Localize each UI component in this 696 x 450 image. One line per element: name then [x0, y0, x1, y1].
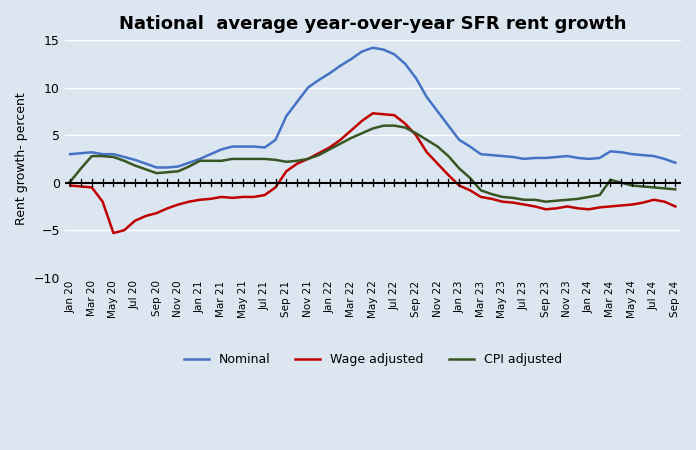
Wage adjusted [498, 199, 507, 204]
CPI adjusted [66, 179, 74, 184]
Nominal [498, 153, 507, 159]
Nominal [152, 165, 161, 170]
Y-axis label: Rent growth- percent: Rent growth- percent [15, 93, 28, 225]
Line: Nominal: Nominal [70, 48, 675, 167]
Nominal [66, 152, 74, 157]
CPI adjusted [498, 194, 507, 200]
Wage adjusted [66, 183, 74, 188]
Nominal [98, 152, 106, 157]
Wage adjusted [98, 199, 106, 204]
Wage adjusted [239, 194, 247, 200]
Legend: Nominal, Wage adjusted, CPI adjusted: Nominal, Wage adjusted, CPI adjusted [179, 348, 567, 371]
Wage adjusted [369, 111, 377, 116]
Line: CPI adjusted: CPI adjusted [70, 126, 675, 202]
Nominal [509, 154, 517, 160]
Nominal [336, 63, 345, 68]
CPI adjusted [379, 123, 388, 128]
Nominal [88, 149, 96, 155]
CPI adjusted [671, 187, 679, 192]
CPI adjusted [88, 153, 96, 159]
Wage adjusted [109, 230, 118, 236]
Nominal [671, 160, 679, 166]
CPI adjusted [325, 147, 333, 152]
CPI adjusted [487, 191, 496, 197]
Nominal [239, 144, 247, 149]
Wage adjusted [336, 137, 345, 143]
Title: National  average year-over-year SFR rent growth: National average year-over-year SFR rent… [119, 15, 626, 33]
CPI adjusted [98, 153, 106, 159]
Nominal [369, 45, 377, 50]
CPI adjusted [541, 199, 550, 204]
Wage adjusted [509, 200, 517, 205]
CPI adjusted [228, 156, 237, 162]
Wage adjusted [88, 185, 96, 190]
Wage adjusted [671, 204, 679, 209]
Line: Wage adjusted: Wage adjusted [70, 113, 675, 233]
